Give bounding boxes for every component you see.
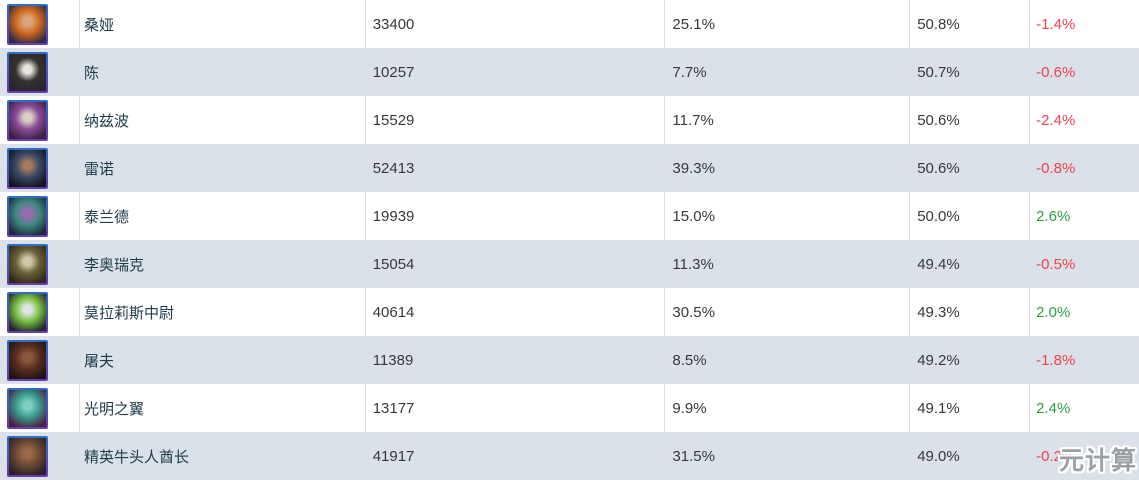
games-played-cell: 52413: [366, 144, 666, 192]
games-played-cell: 11389: [366, 336, 666, 384]
etc-avatar: [9, 437, 46, 475]
butcher-avatar: [9, 341, 46, 379]
hero-name-cell[interactable]: 精英牛头人酋长: [80, 432, 366, 480]
popularity-cell: 30.5%: [665, 288, 911, 336]
win-rate-cell: 49.2%: [910, 336, 1031, 384]
avatar-cell: [0, 384, 80, 432]
win-rate-change-cell: -0.8%: [1036, 159, 1076, 177]
avatar-frame: [7, 3, 48, 45]
hero-name-cell[interactable]: 雷诺: [80, 144, 366, 192]
table-row[interactable]: 雷诺 52413 39.3% 50.6% -0.8%: [0, 144, 1139, 192]
popularity-cell: 31.5%: [665, 432, 911, 480]
hero-name-cell[interactable]: 李奥瑞克: [80, 240, 366, 288]
hero-name-cell[interactable]: 屠夫: [80, 336, 366, 384]
table-row[interactable]: 李奥瑞克 15054 11.3% 49.4% -0.5%: [0, 240, 1139, 288]
win-rate-cell: 50.6%: [910, 96, 1031, 144]
games-played-cell: 10257: [366, 48, 666, 96]
brightwing-avatar: [9, 389, 46, 427]
win-rate-cell: 50.7%: [910, 48, 1031, 96]
win-rate-cell: 50.0%: [910, 192, 1031, 240]
win-rate-change-cell: -1.8%: [1036, 351, 1076, 369]
sonya-avatar: [9, 5, 46, 43]
table-row[interactable]: 屠夫 11389 8.5% 49.2% -1.8%: [0, 336, 1139, 384]
win-rate-change-cell: 2.6%: [1036, 207, 1071, 225]
win-rate-cell: 49.0%: [910, 432, 1031, 480]
avatar-cell: [0, 48, 80, 96]
nazeebo-avatar: [9, 101, 46, 139]
win-rate-change-cell: -0.6%: [1036, 63, 1076, 81]
win-rate-change-cell: -0.5%: [1036, 255, 1076, 273]
table-row[interactable]: 纳兹波 15529 11.7% 50.6% -2.4%: [0, 96, 1139, 144]
hero-name-cell[interactable]: 纳兹波: [80, 96, 366, 144]
avatar-frame: [7, 339, 48, 381]
avatar-cell: [0, 0, 80, 48]
win-rate-change-cell: -0.2%: [1036, 447, 1076, 465]
games-played-cell: 33400: [366, 0, 666, 48]
avatar-cell: [0, 288, 80, 336]
games-played-cell: 15529: [366, 96, 666, 144]
avatar-cell: [0, 432, 80, 480]
raynor-avatar: [9, 149, 46, 187]
win-rate-cell: 50.8%: [910, 0, 1031, 48]
win-rate-change-cell: -1.4%: [1036, 15, 1076, 33]
popularity-cell: 7.7%: [665, 48, 911, 96]
table-row[interactable]: 泰兰德 19939 15.0% 50.0% 2.6%: [0, 192, 1139, 240]
games-played-cell: 19939: [366, 192, 666, 240]
avatar-frame: [7, 387, 48, 429]
popularity-cell: 11.3%: [665, 240, 911, 288]
tyrande-avatar: [9, 197, 46, 235]
avatar-cell: [0, 336, 80, 384]
hero-name-cell[interactable]: 泰兰德: [80, 192, 366, 240]
games-played-cell: 15054: [366, 240, 666, 288]
popularity-cell: 9.9%: [665, 384, 911, 432]
avatar-cell: [0, 96, 80, 144]
table-row[interactable]: 莫拉莉斯中尉 40614 30.5% 49.3% 2.0%: [0, 288, 1139, 336]
avatar-cell: [0, 144, 80, 192]
table-row[interactable]: 桑娅 33400 25.1% 50.8% -1.4%: [0, 0, 1139, 48]
win-rate-change-cell: 2.0%: [1036, 303, 1071, 321]
win-rate-cell: 49.1%: [910, 384, 1031, 432]
games-played-cell: 40614: [366, 288, 666, 336]
avatar-frame: [7, 435, 48, 477]
popularity-cell: 25.1%: [665, 0, 911, 48]
hero-name-cell[interactable]: 莫拉莉斯中尉: [80, 288, 366, 336]
hero-name-cell[interactable]: 陈: [80, 48, 366, 96]
avatar-frame: [7, 147, 48, 189]
avatar-frame: [7, 243, 48, 285]
win-rate-change-cell: -2.4%: [1036, 111, 1076, 129]
win-rate-cell: 49.3%: [910, 288, 1031, 336]
lt-morales-avatar: [9, 293, 46, 331]
win-rate-change-cell: 2.4%: [1036, 399, 1071, 417]
win-rate-cell: 50.6%: [910, 144, 1031, 192]
popularity-cell: 15.0%: [665, 192, 911, 240]
hero-name-cell[interactable]: 光明之翼: [80, 384, 366, 432]
avatar-frame: [7, 195, 48, 237]
chen-avatar: [9, 53, 46, 91]
popularity-cell: 8.5%: [665, 336, 911, 384]
avatar-frame: [7, 291, 48, 333]
table-row[interactable]: 光明之翼 13177 9.9% 49.1% 2.4%: [0, 384, 1139, 432]
table-row[interactable]: 精英牛头人酋长 41917 31.5% 49.0% -0.2%: [0, 432, 1139, 480]
avatar-frame: [7, 51, 48, 93]
avatar-cell: [0, 240, 80, 288]
games-played-cell: 41917: [366, 432, 666, 480]
win-rate-cell: 49.4%: [910, 240, 1031, 288]
games-played-cell: 13177: [366, 384, 666, 432]
popularity-cell: 39.3%: [665, 144, 911, 192]
avatar-cell: [0, 192, 80, 240]
table-row[interactable]: 陈 10257 7.7% 50.7% -0.6%: [0, 48, 1139, 96]
leoric-avatar: [9, 245, 46, 283]
avatar-frame: [7, 99, 48, 141]
hero-name-cell[interactable]: 桑娅: [80, 0, 366, 48]
popularity-cell: 11.7%: [665, 96, 911, 144]
